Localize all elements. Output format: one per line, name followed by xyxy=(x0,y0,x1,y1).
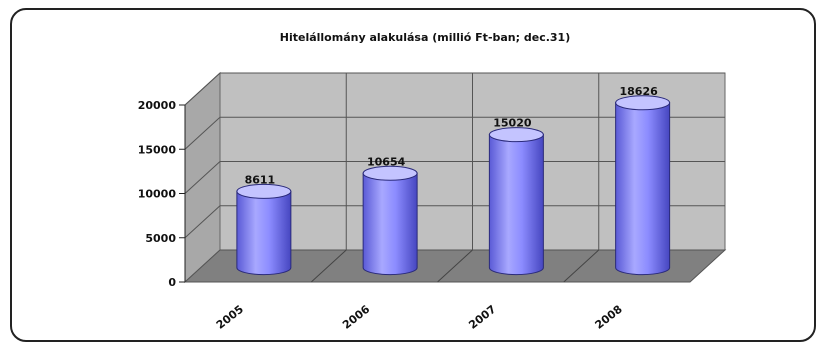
chart-title: Hitelállomány alakulása (millió Ft-ban; … xyxy=(280,31,570,44)
bar: 18626 xyxy=(615,85,671,276)
gridline xyxy=(184,161,725,194)
bar: 15020 xyxy=(488,117,544,276)
x-tick-label: 2007 xyxy=(466,303,498,332)
bar-top xyxy=(362,165,418,181)
bar-top xyxy=(488,127,544,143)
floor-divider xyxy=(437,249,473,283)
x-axis: 2005 2006 2007 2008 xyxy=(214,302,625,331)
y-tick-label: 5000 xyxy=(145,232,176,245)
bar-top xyxy=(236,183,292,199)
bar-body xyxy=(236,190,292,276)
bar-series: 8611 10654 15020 18626 xyxy=(236,85,671,276)
floor-divider xyxy=(563,249,600,283)
bar-body xyxy=(488,134,544,276)
y-axis: 0 5000 10000 15000 20000 xyxy=(138,99,186,289)
y-tick-label: 0 xyxy=(168,276,176,289)
data-label: 18626 xyxy=(619,85,658,98)
bar: 8611 xyxy=(236,173,292,276)
y-tick-label: 10000 xyxy=(138,188,177,201)
gridline xyxy=(184,116,725,150)
x-tick-label: 2005 xyxy=(214,303,246,332)
bar: 10654 xyxy=(362,155,418,276)
data-label: 10654 xyxy=(367,155,406,168)
gridline xyxy=(184,72,725,106)
y-tick-label: 20000 xyxy=(138,99,177,112)
bar-top xyxy=(615,95,671,111)
x-tick-label: 2008 xyxy=(593,303,625,332)
floor-divider xyxy=(310,249,347,283)
bar-body xyxy=(615,102,671,276)
y-tick-label: 15000 xyxy=(138,143,177,156)
data-label: 15020 xyxy=(493,117,532,130)
gridline xyxy=(184,205,725,239)
data-label: 8611 xyxy=(245,173,276,186)
x-tick-label: 2006 xyxy=(340,302,372,331)
chart-grid xyxy=(184,72,725,283)
bar-body xyxy=(362,172,418,276)
